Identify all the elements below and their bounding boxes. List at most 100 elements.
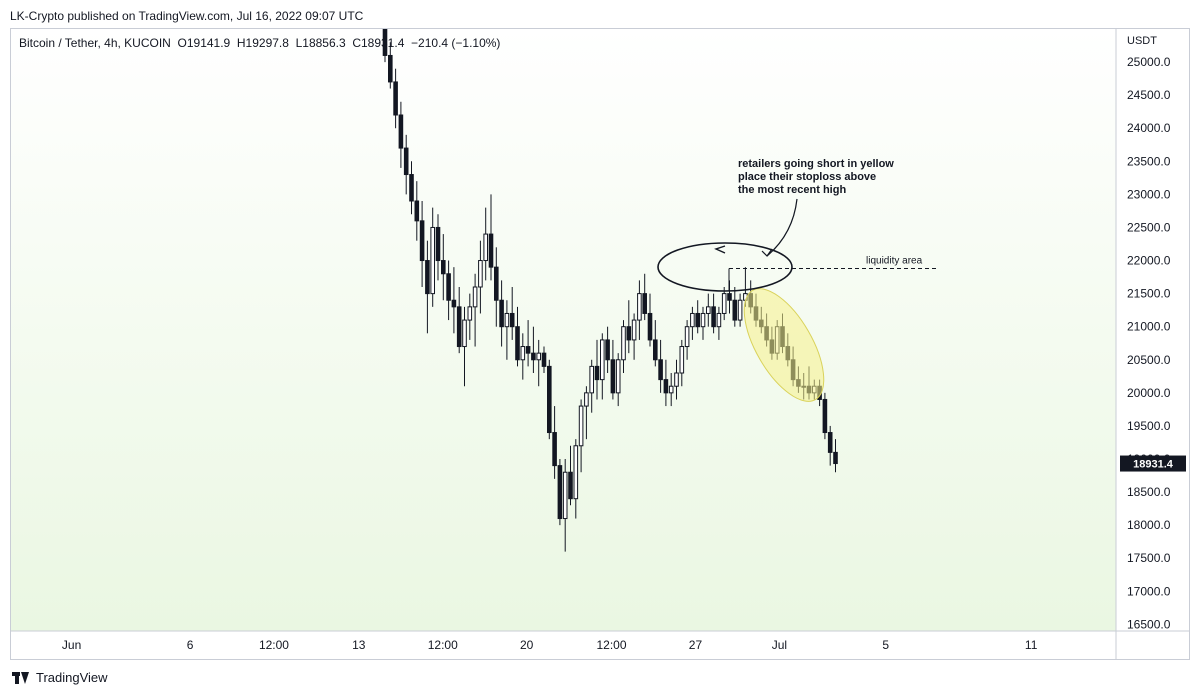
candle-body (594, 365, 600, 381)
candle (462, 306, 467, 387)
candle (504, 300, 510, 360)
candle-body (488, 233, 494, 268)
candle (615, 353, 621, 407)
price-tick-label: 16500.0 (1127, 617, 1171, 631)
last-price-tag: 18931.4 (1120, 455, 1186, 472)
candle-body (403, 147, 409, 176)
time-tick-label: 5 (882, 638, 889, 652)
candle (621, 320, 626, 373)
price-tick-label: 20500.0 (1127, 353, 1171, 367)
time-tick-label: 20 (520, 638, 534, 652)
price-chart[interactable]: Bitcoin / Tether, 4h, KUCOIN O19141.9 H1… (11, 29, 1189, 659)
candle-body (515, 326, 520, 361)
time-tick-label: Jul (772, 638, 787, 652)
candle-body (541, 352, 547, 367)
candle-body (382, 29, 388, 56)
candle-body (642, 293, 648, 314)
candle-body (833, 451, 838, 465)
candle-body (737, 299, 743, 321)
candle-body (504, 312, 510, 328)
time-tick-label: 12:00 (428, 638, 458, 652)
candle (642, 273, 648, 321)
yellow-highlight-ellipse (743, 288, 825, 402)
candle (833, 439, 838, 473)
candle (668, 373, 674, 407)
candle-body (674, 372, 679, 387)
candle (711, 293, 716, 334)
candle (536, 339, 542, 387)
candle-body (562, 471, 568, 520)
candle-body (584, 392, 589, 407)
price-tick-label: 18500.0 (1127, 485, 1171, 499)
annotations: liquidity area retailers going short in … (657, 158, 939, 402)
candle-body (668, 385, 674, 394)
candle-body (388, 54, 393, 83)
candle-body (435, 226, 441, 262)
candle (515, 306, 520, 367)
candle-body (494, 266, 499, 301)
price-tick-label: 23500.0 (1127, 154, 1171, 168)
candle-body (472, 286, 478, 308)
symbol-info[interactable]: Bitcoin / Tether, 4h, KUCOIN O19141.9 H1… (19, 36, 500, 50)
candle-body (557, 465, 563, 520)
tradingview-brand[interactable]: TradingView (12, 670, 108, 685)
candle (600, 333, 605, 400)
time-tick-label: Jun (62, 638, 81, 652)
candle (610, 339, 616, 400)
candle-body (446, 273, 451, 301)
candle (594, 339, 600, 400)
candle (557, 459, 563, 526)
candle-body (478, 260, 483, 288)
candle (584, 386, 589, 440)
candle-body (419, 220, 425, 262)
candle (441, 234, 446, 301)
candle (589, 359, 595, 413)
candle-body (398, 114, 404, 149)
candle (578, 399, 584, 473)
candle (822, 392, 828, 440)
candle (409, 161, 414, 215)
price-tick-label: 22500.0 (1127, 220, 1171, 234)
ellipse-arrow-head-icon (714, 245, 726, 254)
chart-frame[interactable]: Bitcoin / Tether, 4h, KUCOIN O19141.9 H1… (10, 28, 1190, 660)
candle (488, 194, 494, 281)
candle (679, 339, 685, 387)
last-price-box (1120, 455, 1186, 472)
candle (451, 267, 457, 334)
candle-body (621, 326, 626, 361)
last-price-label: 18931.4 (1133, 459, 1174, 471)
candle (827, 425, 833, 466)
currency-label: USDT (1127, 35, 1157, 47)
price-tick-label: 20000.0 (1127, 386, 1171, 400)
callout-arrow-head-icon (761, 248, 773, 257)
price-tick-label: 23000.0 (1127, 187, 1171, 201)
published-caption: LK-Crypto published on TradingView.com, … (10, 9, 364, 23)
candle-body (695, 312, 701, 328)
candle-body (430, 226, 435, 295)
candle (425, 240, 430, 334)
candle-body (700, 312, 706, 328)
candle (631, 313, 637, 360)
candle (716, 306, 722, 340)
price-tick-label: 25000.0 (1127, 55, 1171, 69)
candle-body (600, 339, 605, 381)
candle-body (547, 365, 552, 434)
candle (663, 359, 669, 407)
candle-body (462, 319, 467, 348)
candle (700, 306, 706, 340)
candle (382, 29, 388, 63)
candle (414, 181, 420, 241)
candle-body (605, 339, 610, 361)
candle (706, 293, 711, 327)
candle (626, 300, 632, 354)
candle (435, 214, 441, 281)
price-tick-label: 21500.0 (1127, 287, 1171, 301)
time-tick-label: 13 (352, 638, 366, 652)
candle-body (456, 306, 462, 348)
candle (684, 320, 690, 360)
candle-body (536, 352, 542, 361)
candle (509, 287, 515, 340)
candle-body (827, 432, 833, 453)
candle-body (425, 260, 430, 295)
candle (653, 320, 658, 367)
